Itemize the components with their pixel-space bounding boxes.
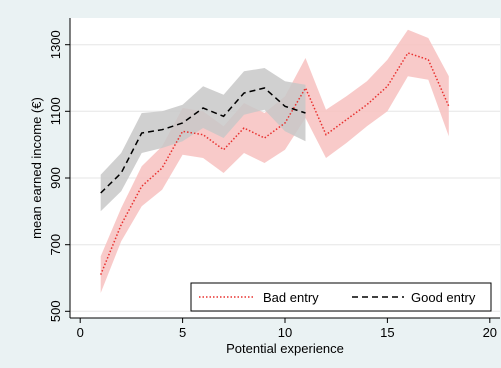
legend-label-good-entry: Good entry bbox=[411, 290, 476, 305]
x-tick-label: 15 bbox=[380, 325, 394, 340]
confidence-band-bad-entry bbox=[100, 29, 449, 293]
confidence-bands bbox=[100, 29, 449, 293]
y-tick-label: 900 bbox=[48, 167, 63, 189]
x-tick-label: 0 bbox=[77, 325, 84, 340]
x-tick-label: 20 bbox=[483, 325, 497, 340]
x-tick-label: 5 bbox=[179, 325, 186, 340]
x-axis-title: Potential experience bbox=[226, 341, 344, 356]
series-lines bbox=[100, 52, 450, 275]
series-line-bad-entry bbox=[100, 52, 450, 275]
legend: Bad entry Good entry bbox=[190, 282, 492, 312]
confidence-band-good-entry bbox=[100, 68, 306, 212]
y-tick-label: 700 bbox=[48, 234, 63, 256]
x-tick-label: 10 bbox=[278, 325, 292, 340]
y-axis-title: mean earned income (€) bbox=[29, 97, 44, 239]
y-axis-ticks: 500 700 900 1100 1300 bbox=[48, 30, 70, 322]
legend-label-bad-entry: Bad entry bbox=[263, 290, 319, 305]
series-line-good-entry bbox=[100, 87, 306, 194]
y-tick-label: 1300 bbox=[48, 30, 63, 59]
x-axis-ticks: 0 5 10 15 20 bbox=[77, 318, 497, 340]
y-tick-label: 1100 bbox=[48, 97, 63, 125]
legend-box bbox=[190, 282, 492, 312]
y-tick-label: 500 bbox=[48, 300, 63, 322]
